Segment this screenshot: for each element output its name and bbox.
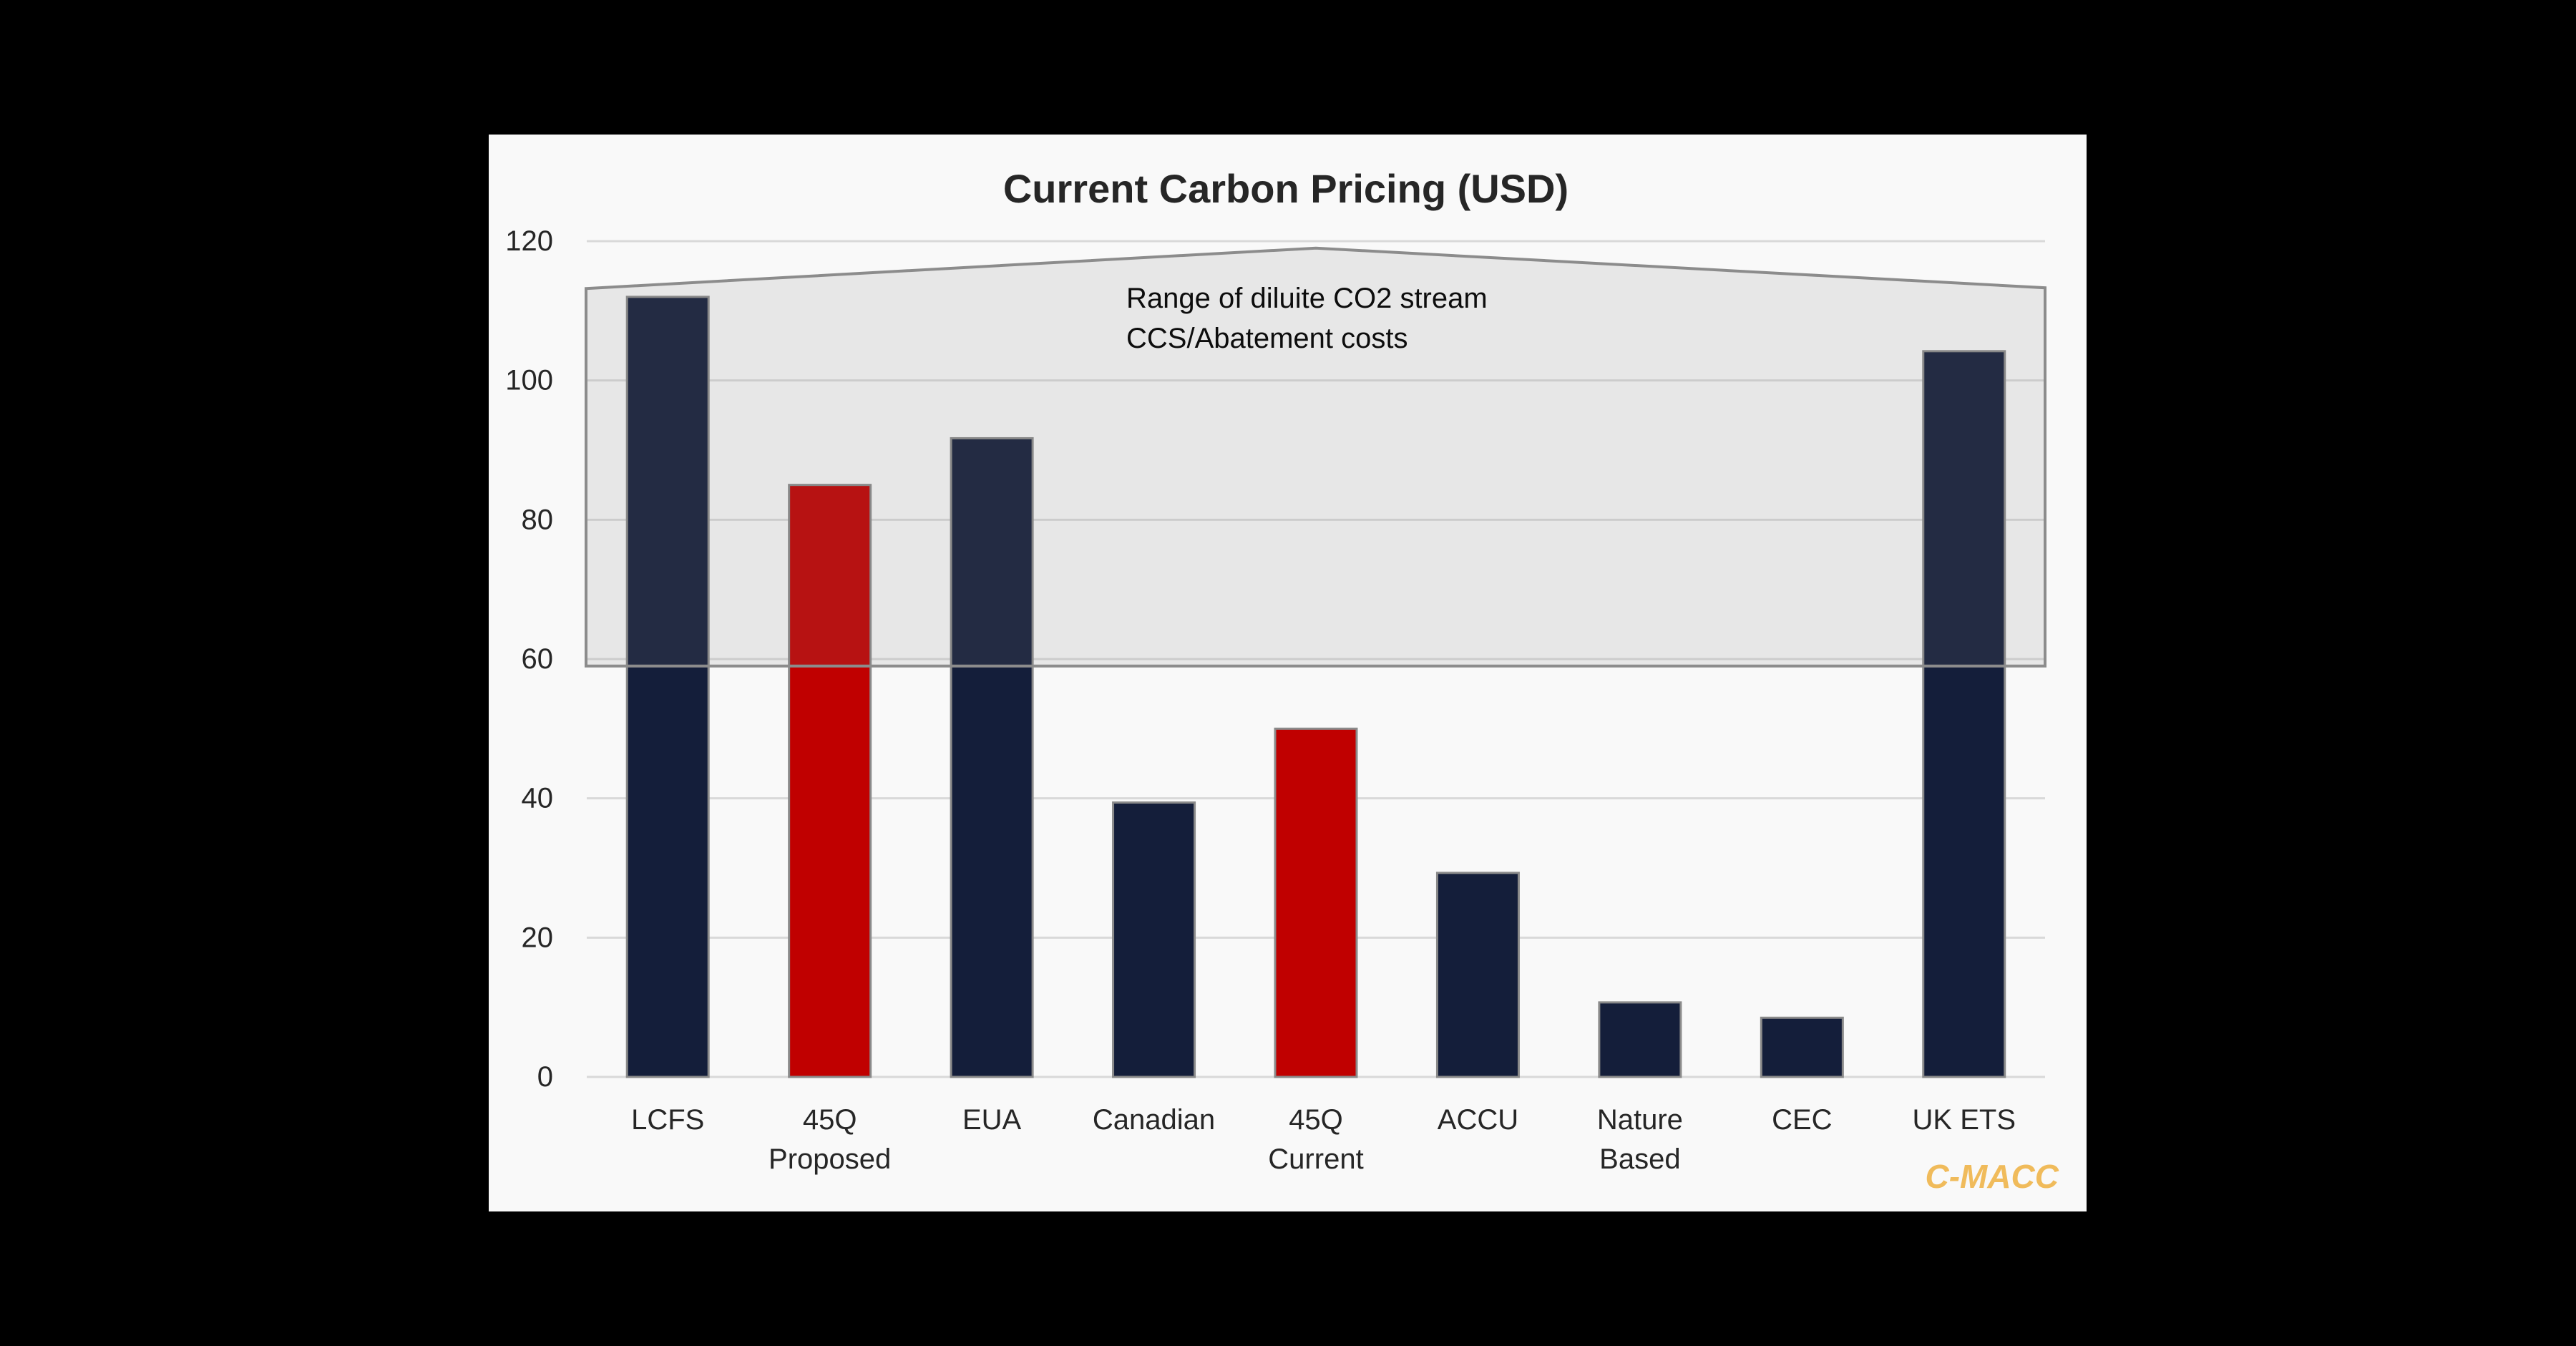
x-tick-label: 45Q Proposed [769,1104,891,1175]
bar-45q-proposed [788,484,872,1078]
x-tick-label: ACCU [1438,1104,1518,1136]
y-tick-label: 0 [537,1061,553,1093]
y-tick-label: 120 [505,225,553,257]
bar-uk-ets [1922,350,2006,1078]
bar-canadian [1112,801,1196,1078]
y-tick-label: 20 [522,922,554,953]
y-tick-label: 100 [505,365,553,396]
bar-accu [1435,872,1520,1078]
bar-lcfs [625,296,710,1078]
range-annotation-line-1: Range of diluite CO2 stream [1126,283,1488,314]
bars [625,296,2006,1078]
y-tick-label: 40 [522,783,554,814]
bar-45q-current [1274,727,1358,1078]
y-tick-label: 60 [522,643,554,675]
x-tick-label: Nature Based [1597,1104,1683,1175]
bar-nature-based [1598,1001,1682,1078]
y-tick-label: 80 [522,504,554,535]
x-axis-labels: LCFS 45Q Proposed EUA Canadian 45Q Current ACCU… [631,1104,2016,1175]
c-macc-watermark: C-MACC [1925,1158,2059,1195]
x-tick-label: Canadian [1093,1104,1215,1136]
x-tick-label: UK ETS [1913,1104,2016,1136]
y-axis-labels: 0 20 40 60 80 100 120 [505,225,553,1093]
abatement-cost-range-shape [585,246,2046,668]
x-tick-label: EUA [962,1104,1022,1136]
bar-eua [950,437,1034,1078]
x-tick-label: 45Q Current [1268,1104,1363,1175]
range-annotation-line-2: CCS/Abatement costs [1126,323,1408,354]
bar-cec [1760,1016,1844,1078]
range-annotation: Range of diluite CO2 stream CCS/Abatemen… [1126,283,1496,354]
x-tick-label: CEC [1772,1104,1832,1136]
chart-title: Current Carbon Pricing (USD) [1003,166,1568,211]
x-tick-label: LCFS [631,1104,704,1136]
